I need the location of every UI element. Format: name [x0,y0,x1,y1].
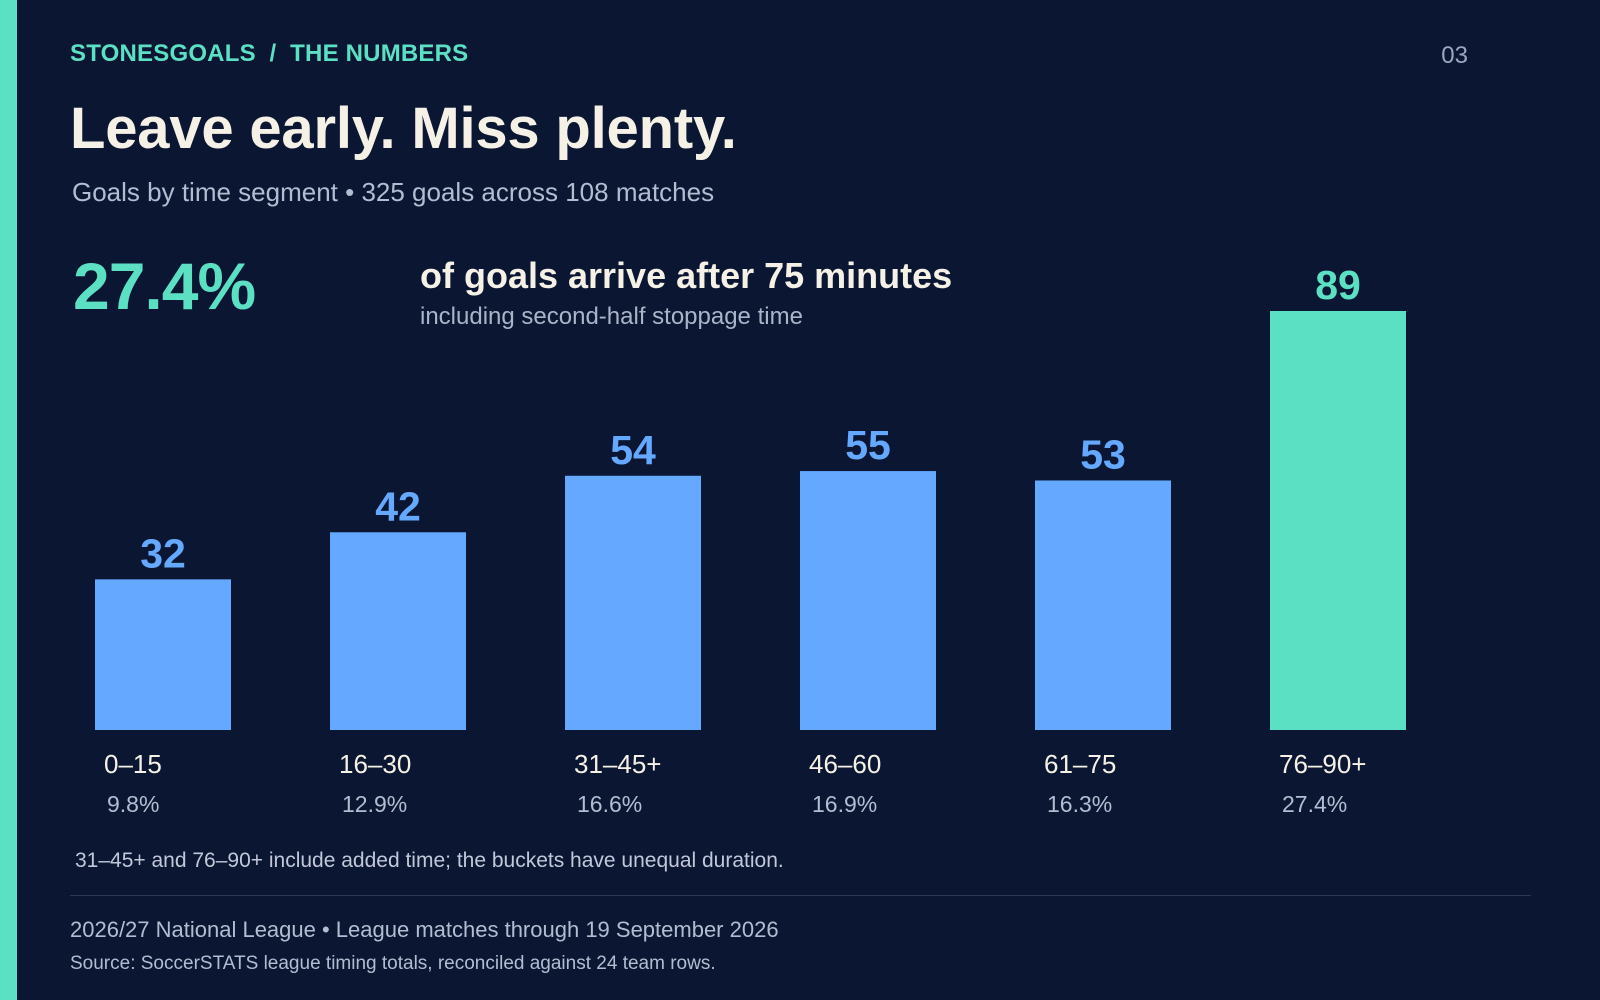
bar-76–90+ [1270,311,1406,730]
percentage-label: 16.6% [577,791,642,817]
category-label: 0–15 [104,749,162,779]
footnote: 31–45+ and 76–90+ include added time; th… [75,849,784,872]
category-label: 31–45+ [574,749,661,779]
category-label: 46–60 [809,749,881,779]
bar-46–60 [800,471,936,730]
kicker-brand: STONESGOALS [70,40,256,67]
divider [70,895,1531,896]
bar-61–75 [1035,480,1171,730]
bar-31–45+ [565,475,701,730]
bar-value-label: 89 [1315,262,1361,308]
category-label: 16–30 [339,749,411,779]
footer-source: Source: SoccerSTATS league timing totals… [70,953,716,974]
kicker-separator: / [269,40,277,67]
callout-stat: 27.4% [73,249,256,323]
callout-subline: including second-half stoppage time [420,303,803,330]
page-number: 03 [1441,42,1468,69]
bar-value-label: 54 [610,427,656,473]
bar-16–30 [330,532,466,730]
bar-value-label: 53 [1080,431,1126,477]
category-label: 76–90+ [1279,749,1366,779]
kicker-section: THE NUMBERS [290,40,469,67]
percentage-label: 16.3% [1047,791,1112,817]
bar-value-label: 42 [375,483,421,529]
percentage-label: 9.8% [107,791,159,817]
percentage-label: 12.9% [342,791,407,817]
percentage-label: 16.9% [812,791,877,817]
page-title: Leave early. Miss plenty. [70,96,737,161]
page-subtitle: Goals by time segment • 325 goals across… [72,177,715,207]
accent-bar [0,0,17,1000]
callout-headline: of goals arrive after 75 minutes [420,255,953,296]
bar-chart: 32 0–15 9.8% 42 16–30 12.9% 54 31–45+ 16.6% 55 46–… [95,262,1406,817]
percentage-label: 27.4% [1282,791,1347,817]
bar-value-label: 55 [845,422,891,468]
kicker: STONESGOALS / THE NUMBERS [70,40,468,68]
category-label: 61–75 [1044,749,1116,779]
bar-0–15 [95,579,231,730]
bar-value-label: 32 [140,530,186,576]
footer-meta: 2026/27 National League • League matches… [70,917,779,942]
